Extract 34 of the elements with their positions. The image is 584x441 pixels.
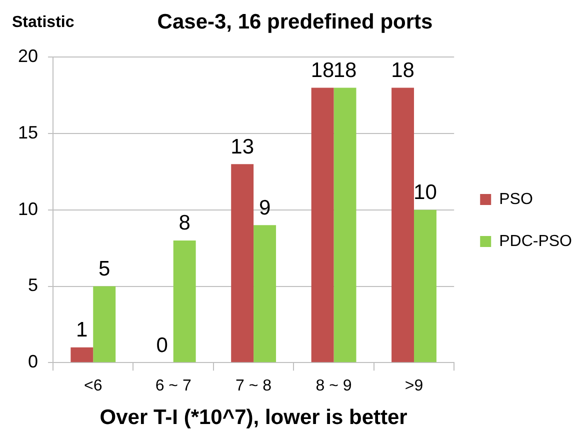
y-tick-label: 10: [18, 198, 38, 219]
x-tick-label: <6: [84, 378, 102, 395]
x-tick-label: >9: [404, 378, 424, 395]
bar: [414, 210, 436, 362]
data-label: 0: [156, 334, 168, 357]
x-axis-title: Over T-I (*10^7), lower is better: [100, 406, 408, 430]
bar: [311, 88, 334, 362]
data-label: 18: [333, 59, 357, 82]
data-label: 1: [76, 318, 88, 342]
x-tick-label: 7 ~ 8: [236, 378, 272, 395]
y-tick-label: 20: [18, 46, 38, 66]
data-label: 8: [178, 212, 190, 235]
data-label: 18: [391, 59, 414, 82]
data-label: 9: [258, 196, 271, 220]
data-label: 5: [98, 258, 110, 281]
data-label: 13: [230, 135, 254, 158]
bar: [93, 286, 116, 362]
data-label: 10: [414, 181, 437, 204]
y-axis-title: Statistic: [12, 14, 74, 32]
y-tick-label: 15: [18, 122, 38, 143]
legend-label: PSO: [499, 190, 533, 208]
y-tick-label: 5: [28, 275, 38, 296]
x-tick-label: 6 ~ 7: [155, 378, 192, 395]
data-label: 18: [310, 59, 334, 82]
bar: [231, 164, 254, 362]
bar: [392, 88, 414, 362]
chart-title: Case-3, 16 predefined ports: [157, 10, 433, 34]
x-tick-label: 8 ~ 9: [316, 378, 352, 395]
legend-label: PDC-PSO: [499, 232, 572, 250]
bar: [254, 225, 276, 362]
bar: [173, 240, 196, 362]
y-tick-label: 0: [28, 352, 38, 372]
bar: [334, 88, 356, 362]
bar: [70, 347, 94, 362]
